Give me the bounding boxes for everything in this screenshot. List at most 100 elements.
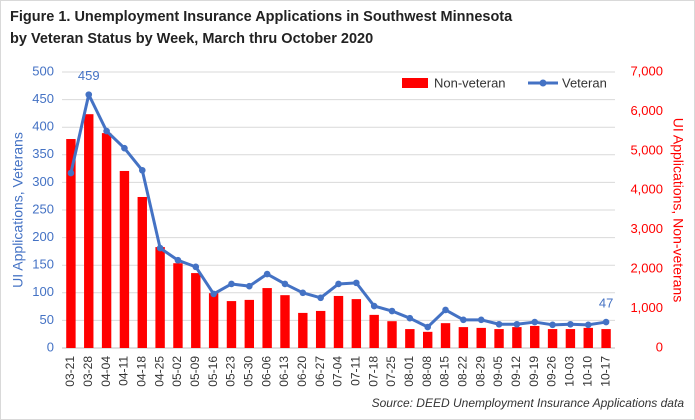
bar: [458, 327, 469, 348]
x-tick-label: 04-11: [117, 356, 131, 386]
bar: [84, 114, 94, 348]
line-marker: [192, 263, 200, 271]
legend-swatch: [402, 78, 428, 88]
y-tick-label: 0: [47, 339, 54, 354]
line-marker: [228, 280, 235, 288]
bar: [547, 329, 558, 348]
y2-tick-label: 2,000: [630, 261, 663, 276]
y-tick-label: 400: [32, 119, 54, 134]
bar: [351, 299, 362, 348]
bar: [155, 247, 165, 348]
line-marker: [299, 289, 307, 297]
x-tick-label: 08-22: [456, 356, 470, 387]
bar: [405, 329, 415, 348]
line-marker: [370, 302, 378, 310]
bar: [298, 312, 308, 348]
line-marker: [477, 316, 485, 324]
line-marker: [156, 244, 164, 252]
y-tick-label: 250: [32, 201, 54, 216]
line-marker: [246, 282, 253, 290]
line-marker: [549, 321, 556, 329]
x-tick-label: 07-04: [331, 356, 345, 387]
bar: [66, 139, 76, 348]
line-marker: [210, 290, 217, 298]
bar: [119, 170, 130, 348]
x-tick-label: 10-03: [563, 356, 577, 387]
line-marker: [567, 320, 574, 328]
x-tick-label: 04-18: [134, 356, 148, 387]
y-tick-label: 100: [32, 284, 54, 299]
y2-tick-label: 6,000: [630, 103, 663, 118]
bar: [422, 331, 433, 348]
x-tick-label: 07-11: [349, 356, 363, 386]
line-marker: [335, 280, 342, 288]
line-marker: [406, 314, 414, 322]
bar: [226, 301, 237, 348]
y2-tick-label: 3,000: [630, 221, 663, 236]
legend-label: Veteran: [562, 75, 607, 90]
data-label: 47: [599, 295, 613, 310]
source-note: Source: DEED Unemployment Insurance Appl…: [372, 396, 685, 410]
bar: [512, 327, 522, 348]
legend-label: Non-veteran: [434, 75, 506, 90]
line-marker: [121, 144, 128, 152]
bar: [565, 329, 576, 348]
line-marker: [602, 318, 610, 326]
x-tick-label: 05-02: [170, 356, 184, 387]
bar: [440, 323, 451, 348]
line-marker: [174, 256, 182, 264]
x-tick-label: 07-18: [366, 356, 380, 387]
x-tick-label: 06-06: [259, 356, 273, 387]
bar: [191, 273, 201, 348]
x-tick-label: 04-25: [152, 356, 166, 387]
line-marker: [263, 270, 271, 278]
y-tick-label: 500: [32, 63, 54, 78]
bar: [208, 293, 219, 348]
y-tick-label: 350: [32, 146, 54, 161]
line-marker: [388, 307, 396, 315]
y2-tick-label: 1,000: [630, 300, 663, 315]
y-tick-label: 150: [32, 257, 54, 272]
y-tick-label: 300: [32, 174, 54, 189]
x-tick-label: 03-21: [63, 356, 77, 387]
bar: [583, 327, 593, 348]
chart-title: Figure 1. Unemployment Insurance Applica…: [10, 9, 513, 25]
data-label: 459: [78, 68, 100, 83]
line-marker: [442, 306, 449, 314]
bar: [137, 196, 147, 348]
line-marker: [424, 323, 431, 331]
x-tick-label: 10-10: [580, 356, 594, 387]
bar: [369, 314, 379, 348]
line-marker: [103, 127, 110, 135]
y-tick-label: 200: [32, 229, 54, 244]
x-tick-label: 10-17: [598, 356, 612, 387]
y2-tick-label: 4,000: [630, 182, 663, 197]
x-tick-label: 09-05: [491, 356, 505, 387]
y2-tick-label: 0: [656, 339, 663, 354]
x-tick-label: 08-15: [438, 356, 452, 387]
bar: [315, 310, 326, 348]
bar: [476, 327, 486, 348]
x-tick-label: 09-26: [545, 356, 559, 387]
x-tick-label: 06-20: [295, 356, 309, 387]
line-marker: [584, 321, 592, 329]
y2-axis-label: UI Applications, Non-veterans: [670, 118, 686, 302]
line-marker: [495, 320, 503, 328]
x-tick-label: 07-25: [384, 356, 398, 387]
bar: [530, 325, 540, 348]
y-tick-label: 450: [32, 91, 54, 106]
x-tick-label: 05-09: [188, 356, 202, 387]
x-tick-label: 05-16: [206, 356, 220, 387]
x-tick-label: 06-27: [313, 356, 327, 387]
y2-tick-label: 7,000: [630, 63, 663, 78]
x-tick-label: 04-04: [99, 356, 113, 387]
bar: [280, 295, 290, 348]
line-marker: [67, 169, 75, 177]
bar: [333, 295, 344, 348]
bar: [387, 321, 397, 348]
line-marker: [281, 280, 289, 288]
bar: [601, 329, 611, 348]
line-marker: [85, 91, 93, 98]
line-marker: [317, 294, 324, 302]
